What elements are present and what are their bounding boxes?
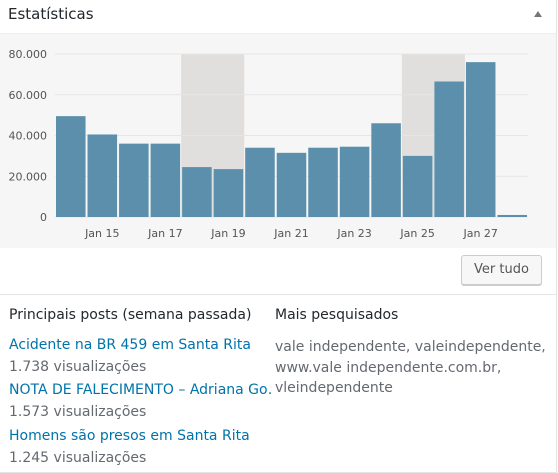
bar (276, 152, 307, 217)
post-views: 1.573 visualizações (9, 404, 147, 420)
x-tick-label: Jan 15 (84, 227, 119, 240)
bar (213, 169, 244, 217)
bar (182, 167, 212, 217)
bar (434, 81, 464, 217)
post-views: 1.738 visualizações (9, 359, 147, 375)
chart-area: 0 20.000 40.000 60.000 80.000 Jan 15 Jan 17 Jan… (0, 34, 556, 248)
widget-title: Estatísticas (8, 5, 94, 23)
y-tick-label: 20.000 (9, 170, 48, 183)
view-all-button[interactable]: Ver tudo (461, 255, 542, 285)
arrow-up-icon[interactable] (534, 11, 542, 17)
bar (465, 62, 496, 218)
post-link[interactable]: Acidente na BR 459 em Santa Rita (9, 337, 251, 353)
divider (0, 294, 556, 295)
bar (497, 214, 527, 217)
bar (150, 143, 181, 217)
top-searches-title: Mais pesquisados (275, 307, 399, 323)
x-tick-label: Jan 17 (147, 227, 182, 240)
bar (308, 147, 338, 217)
stats-chart: 0 20.000 40.000 60.000 80.000 Jan 15 Jan 17 Jan… (9, 48, 528, 240)
post-link[interactable]: Homens são presos em Santa Rita (9, 428, 250, 444)
widget-header: Estatísticas (0, 0, 556, 34)
bar (371, 123, 401, 217)
x-tick-label: Jan 19 (210, 227, 245, 240)
bar (339, 146, 370, 217)
top-posts-title: Principais posts (semana passada) (9, 307, 252, 323)
x-tick-label: Jan 25 (399, 227, 434, 240)
top-searches-list: vale independente, valeindependente, www… (275, 339, 546, 396)
y-tick-label: 0 (40, 211, 47, 224)
x-tick-label: Jan 21 (273, 227, 308, 240)
x-tick-label: Jan 27 (462, 227, 497, 240)
bar (87, 134, 118, 217)
bar (245, 147, 275, 217)
post-views: 1.245 visualizações (9, 450, 147, 466)
bar (119, 143, 149, 217)
x-tick-label: Jan 23 (336, 227, 371, 240)
y-tick-label: 80.000 (9, 48, 48, 61)
y-tick-label: 40.000 (9, 130, 48, 143)
y-tick-label: 60.000 (9, 89, 48, 102)
bar (56, 116, 86, 217)
post-link[interactable]: NOTA DE FALECIMENTO – Adriana Go… (9, 382, 271, 398)
bar (402, 155, 433, 217)
